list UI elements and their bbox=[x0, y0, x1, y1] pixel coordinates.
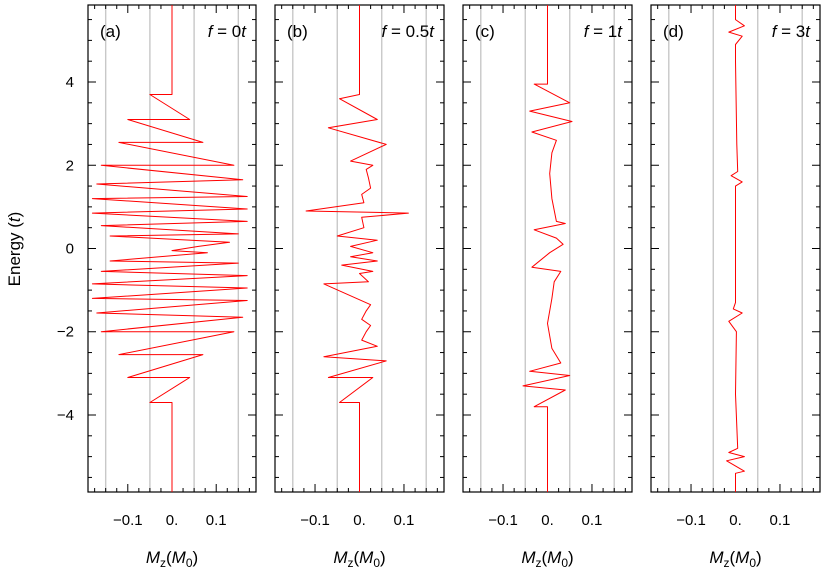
y-axis-label: Energy (t) bbox=[5, 212, 24, 287]
x-tick-label: 0.1 bbox=[770, 512, 791, 529]
field-label: f = 3t bbox=[772, 22, 812, 41]
y-tick-label: −4 bbox=[57, 407, 74, 424]
x-axis-label: Mz(M0) bbox=[521, 548, 573, 570]
panel-3: −0.1 0. 0.1 (c) f = 1t Mz(M0) bbox=[462, 4, 633, 570]
x-tick-label: 0. bbox=[729, 512, 742, 529]
x-tick-label: 0.1 bbox=[394, 512, 415, 529]
field-label: f = 0.5t bbox=[382, 22, 436, 41]
x-tick-label: −0.1 bbox=[113, 512, 143, 529]
panels: −4 −2 0 2 4 −0.1 0. 0.1 (a) f = 0t Mz(M0) −0.1 0. 0.1… bbox=[57, 4, 821, 570]
series-line bbox=[726, 5, 745, 492]
x-tick-label: 0. bbox=[541, 512, 554, 529]
panel-1: −4 −2 0 2 4 −0.1 0. 0.1 (a) f = 0t Mz(M0) bbox=[57, 4, 257, 570]
series-line bbox=[91, 5, 248, 492]
x-tick-label: −0.1 bbox=[300, 512, 330, 529]
field-label: f = 0t bbox=[208, 22, 248, 41]
x-axis-label: Mz(M0) bbox=[333, 548, 385, 570]
y-tick-label: 4 bbox=[66, 74, 74, 91]
x-tick-label: 0.1 bbox=[582, 512, 603, 529]
x-tick-label: 0.1 bbox=[206, 512, 227, 529]
panel-2: −0.1 0. 0.1 (b) f = 0.5t Mz(M0) bbox=[274, 4, 445, 570]
panel-4: −0.1 0. 0.1 (d) f = 3t Mz(M0) bbox=[650, 4, 821, 570]
y-tick-label: −2 bbox=[57, 324, 74, 341]
y-tick-label: 0 bbox=[66, 241, 74, 258]
x-axis-label: Mz(M0) bbox=[709, 548, 761, 570]
panel-tag: (d) bbox=[663, 22, 684, 41]
series-line bbox=[305, 5, 409, 492]
x-tick-label: 0. bbox=[166, 512, 179, 529]
x-tick-label: −0.1 bbox=[676, 512, 706, 529]
panel-tag: (b) bbox=[287, 22, 308, 41]
x-tick-label: −0.1 bbox=[488, 512, 518, 529]
panel-tag: (c) bbox=[475, 22, 495, 41]
panel-tag: (a) bbox=[100, 22, 121, 41]
series-line bbox=[522, 5, 573, 492]
y-tick-label: 2 bbox=[66, 157, 74, 174]
field-label: f = 1t bbox=[584, 22, 624, 41]
x-axis-label: Mz(M0) bbox=[146, 548, 198, 570]
x-tick-label: 0. bbox=[353, 512, 366, 529]
